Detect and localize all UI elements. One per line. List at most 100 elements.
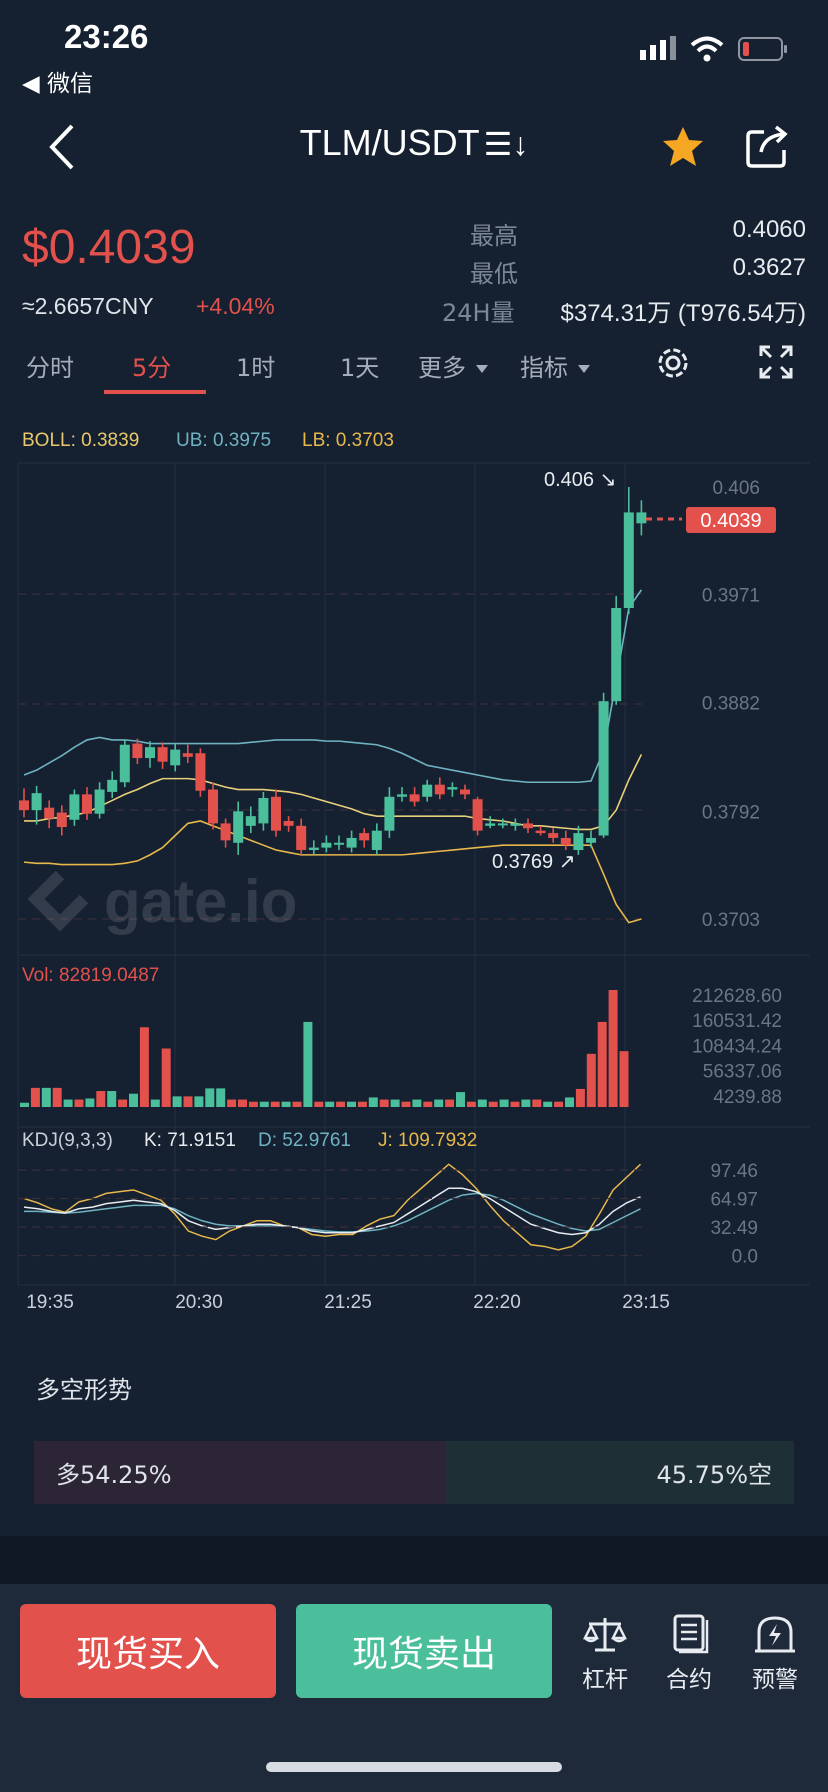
spot-buy-button[interactable]: 现货买入: [20, 1604, 276, 1698]
volume-bar: [281, 1101, 291, 1107]
candle-body: [170, 749, 181, 766]
volume-bar: [292, 1101, 302, 1107]
settings-gear-icon[interactable]: [652, 342, 694, 384]
kdj-title: KDJ(9,3,3): [22, 1130, 113, 1151]
candle-body: [346, 837, 357, 848]
volume-bar: [434, 1099, 444, 1107]
stat-vol-value: $374.31万 (T976.54万): [560, 300, 806, 327]
candle-body: [598, 701, 609, 836]
candle-body: [447, 787, 458, 790]
kdj-k-value: K: 71.9151: [144, 1130, 236, 1151]
candle-body: [308, 847, 319, 851]
volume-bar: [499, 1099, 509, 1107]
kdj-d-value: D: 52.9761: [258, 1130, 351, 1151]
candle-body: [573, 833, 584, 851]
current-price-tag: [686, 507, 776, 533]
short-ratio: 45.75%空: [446, 1441, 794, 1504]
candle-body: [283, 820, 294, 826]
back-arrow-icon[interactable]: [44, 122, 84, 172]
kline-chart[interactable]: gate.io 0.406 0.3971 0.3882 0.3792 0.3703 21…: [0, 455, 828, 1315]
long-short-title: 多空形势: [36, 1376, 132, 1404]
candle-body: [535, 830, 546, 834]
current-price-label: 0.4039: [700, 510, 761, 532]
tab-more[interactable]: 更多: [418, 348, 488, 383]
price-tick-label: 0.3703: [702, 910, 760, 931]
kdj-j-value: J: 109.7932: [378, 1130, 477, 1151]
fullscreen-icon[interactable]: [758, 344, 794, 380]
share-icon[interactable]: [744, 124, 790, 170]
volume-bar: [183, 1096, 193, 1107]
candle-body: [44, 807, 55, 819]
leverage-button[interactable]: 杠杆: [570, 1614, 640, 1694]
volume-bar: [532, 1099, 542, 1107]
tab-indicators[interactable]: 指标: [520, 348, 590, 383]
tab-timeshare[interactable]: 分时: [26, 354, 74, 382]
volume-bar: [20, 1102, 29, 1107]
candle-body: [497, 823, 508, 826]
candle-body: [182, 753, 193, 757]
candle-body: [245, 816, 256, 826]
volume-tick-label: 160531.42: [692, 1011, 782, 1032]
volume-bar: [107, 1091, 117, 1107]
volume-bar: [368, 1097, 378, 1107]
boll-value: BOLL: 0.3839: [22, 430, 140, 451]
high-marker: 0.406 ↘: [544, 469, 616, 491]
candle-body: [157, 747, 168, 762]
price-tick-label: 0.3971: [702, 586, 760, 607]
volume-bar: [423, 1101, 433, 1107]
switch-pair-icon[interactable]: ☰↓: [483, 126, 529, 162]
boll-mid-line: [24, 754, 643, 831]
pair-title[interactable]: TLM/USDT ☰↓: [0, 122, 828, 164]
volume-bar: [161, 1048, 171, 1107]
stat-high-label: 最高: [470, 222, 518, 250]
volume-bar: [466, 1101, 476, 1107]
volume-bar: [608, 990, 618, 1107]
volume-bar: [575, 1088, 585, 1107]
spot-sell-button[interactable]: 现货卖出: [296, 1604, 552, 1698]
volume-bar: [205, 1088, 215, 1107]
candle-body: [56, 812, 67, 828]
time-tick-label: 23:15: [622, 1292, 670, 1313]
volume-tick-label: 56337.06: [703, 1062, 782, 1083]
volume-bar: [85, 1098, 95, 1107]
candle-body: [69, 794, 80, 820]
candle-body: [636, 512, 647, 524]
chevron-down-icon: [578, 365, 590, 373]
candle-body: [523, 823, 533, 829]
volume-bar: [303, 1021, 313, 1107]
alert-label: 预警: [752, 1667, 798, 1693]
contract-button[interactable]: 合约: [654, 1614, 724, 1694]
volume-tick-label: 212628.60: [692, 986, 782, 1007]
boll-bands: [23, 589, 643, 924]
candle-body: [334, 842, 344, 845]
contract-icon: [673, 1614, 709, 1654]
volume-bar: [194, 1096, 204, 1107]
volume-bar: [510, 1101, 520, 1107]
volume-bar: [543, 1101, 553, 1107]
tab-1day[interactable]: 1天: [340, 354, 380, 382]
candle-body: [359, 833, 370, 841]
price-tick-label: 0.406: [712, 478, 760, 499]
volume-bar: [118, 1099, 128, 1107]
stat-low-value: 0.3627: [732, 254, 806, 281]
volume-bar: [216, 1088, 226, 1107]
candle-body: [510, 823, 521, 826]
volume-bar: [390, 1099, 400, 1107]
stat-low-label: 最低: [470, 260, 518, 288]
alert-button[interactable]: 预警: [740, 1614, 810, 1694]
price-tick-label: 0.3792: [702, 802, 760, 823]
volume-bar: [336, 1101, 346, 1107]
volume-bar: [139, 1027, 149, 1107]
watermark-text: gate.io: [104, 868, 297, 935]
candle-body: [82, 794, 92, 814]
status-icons: [640, 36, 788, 62]
back-to-wechat[interactable]: ◀ 微信: [22, 71, 93, 97]
tab-5min[interactable]: 5分: [132, 354, 172, 382]
favorite-star-icon[interactable]: [660, 124, 706, 170]
time-tick-label: 21:25: [324, 1292, 372, 1313]
tab-1hour[interactable]: 1时: [236, 354, 276, 382]
tab-indicators-label: 指标: [520, 354, 568, 382]
volume-bar: [477, 1099, 487, 1107]
volume-bar: [30, 1087, 40, 1107]
volume-bar: [619, 1051, 629, 1107]
